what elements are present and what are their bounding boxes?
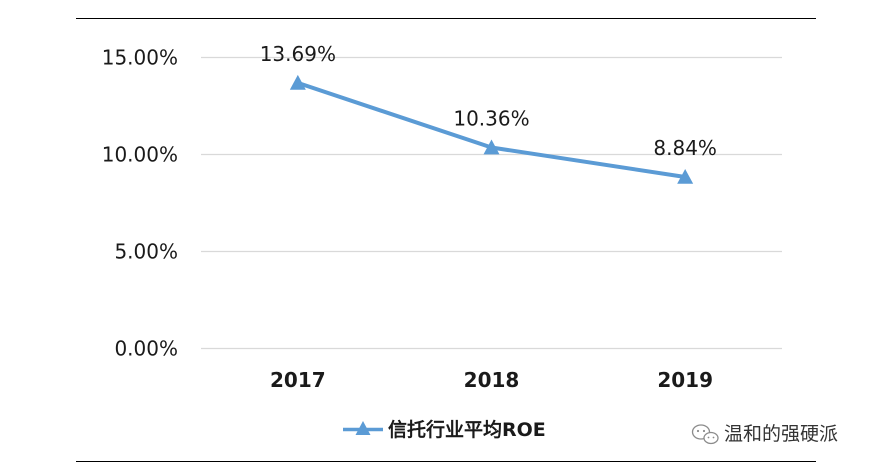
watermark: 温和的强硬派 [691,423,838,445]
data-point-marker [483,139,500,155]
data-label: 10.36% [453,107,529,131]
y-tick-label: 15.00% [102,46,178,70]
x-tick-label: 2017 [270,368,326,392]
wechat-icon [691,424,719,445]
y-tick-label: 10.00% [102,143,178,167]
x-tick-label: 2019 [657,368,713,392]
legend: 信托行业平均ROE [343,418,546,441]
legend-triangle-marker [355,421,371,435]
watermark-text: 温和的强硬派 [724,423,838,445]
data-point-marker [289,74,306,90]
data-label: 8.84% [653,136,717,160]
gridlines [201,56,782,350]
data-labels: 13.69% 10.36% 8.84% [260,42,717,160]
data-point-marker [677,169,694,184]
data-label: 13.69% [260,42,336,66]
series-roe [289,74,694,184]
y-tick-label: 0.00% [114,337,178,361]
x-axis-category-labels: 2017 2018 2019 [270,368,713,392]
y-tick-label: 5.00% [114,240,178,264]
y-axis-tick-labels: 0.00% 5.00% 10.00% 15.00% [102,46,178,361]
legend-label: 信托行业平均ROE [388,418,546,441]
x-tick-label: 2018 [464,368,520,392]
